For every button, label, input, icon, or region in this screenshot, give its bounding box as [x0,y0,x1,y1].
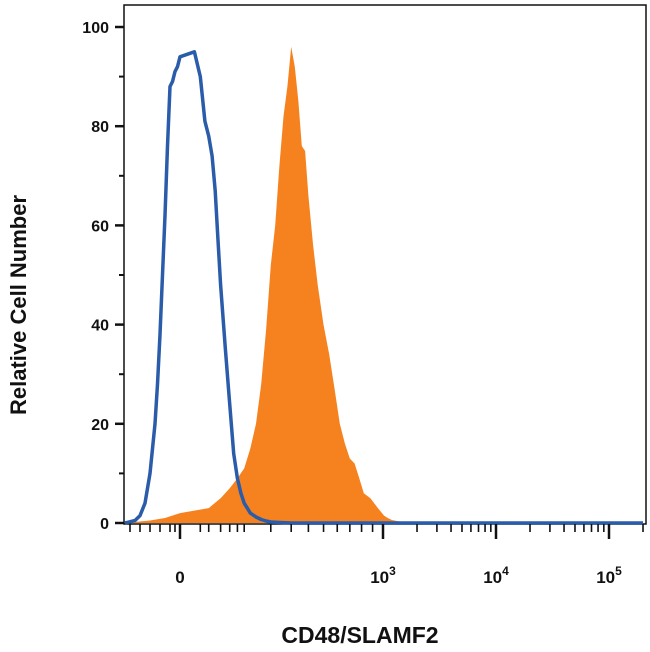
y-axis-title: Relative Cell Number [6,195,31,416]
y-tick-label-20: 20 [91,417,109,434]
y-axis: 0 20 40 60 80 100 [82,20,124,533]
x-tick-label-10000: 104 [483,564,509,587]
series-layer [124,46,643,525]
y-tick-label-80: 80 [91,119,109,136]
y-tick-label-60: 60 [91,218,109,235]
series-2-outline-histogram [124,50,643,525]
y-tick-label-100: 100 [82,20,109,37]
x-axis: 0 103 104 105 [129,524,644,587]
x-tick-label-1000: 103 [370,564,396,587]
x-axis-title: CD48/SLAMF2 [281,622,438,648]
x-tick-label-100000: 105 [596,564,622,587]
series-1-filled-histogram [125,46,643,524]
y-tick-label-40: 40 [91,318,109,335]
y-tick-label-0: 0 [100,516,109,533]
x-tick-label-0: 0 [175,568,184,587]
